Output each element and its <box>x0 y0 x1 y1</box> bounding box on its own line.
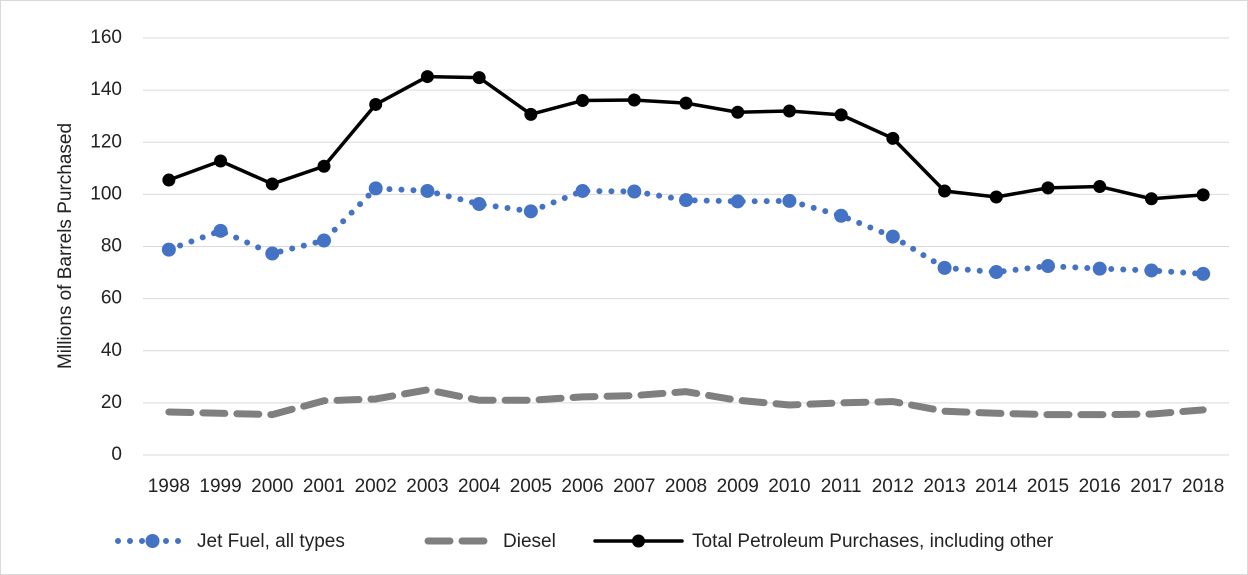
data-point <box>782 104 796 118</box>
x-tick-label: 2008 <box>665 476 707 497</box>
data-point <box>782 193 797 208</box>
x-tick-label: 2010 <box>768 476 810 497</box>
data-point <box>730 194 745 209</box>
x-tick-label: 2015 <box>1027 476 1069 497</box>
y-tick-label: 60 <box>101 288 122 309</box>
data-point <box>834 108 848 122</box>
data-point <box>162 173 176 187</box>
x-tick-label: 2001 <box>303 476 345 497</box>
data-point <box>214 154 228 168</box>
data-point <box>1093 180 1107 194</box>
y-tick-label: 40 <box>101 340 122 361</box>
x-tick-label: 2000 <box>251 476 293 497</box>
data-point <box>989 190 1003 204</box>
y-tick-label: 140 <box>90 79 122 100</box>
x-tick-label: 2018 <box>1182 476 1224 497</box>
x-tick-label: 2016 <box>1079 476 1121 497</box>
data-point <box>989 265 1004 280</box>
x-tick-label: 2012 <box>872 476 914 497</box>
y-tick-label: 160 <box>90 27 122 48</box>
data-point <box>265 177 279 191</box>
data-point <box>679 96 693 110</box>
data-point <box>1196 266 1211 281</box>
data-point <box>627 184 642 199</box>
x-tick-label: 1999 <box>199 476 241 497</box>
data-point <box>885 229 900 244</box>
legend-label: Diesel <box>503 531 556 552</box>
data-point <box>161 242 176 257</box>
series-line <box>165 386 1207 419</box>
y-tick-label: 0 <box>111 444 122 465</box>
data-point <box>834 208 849 223</box>
legend-label: Jet Fuel, all types <box>197 531 345 552</box>
data-point <box>679 193 693 208</box>
x-tick-label: 2007 <box>613 476 655 497</box>
x-tick-label: 2013 <box>923 476 965 497</box>
series-line <box>165 185 1207 277</box>
data-point <box>317 159 331 173</box>
y-tick-label: 120 <box>90 131 122 152</box>
data-point <box>213 223 228 238</box>
data-point <box>265 246 280 261</box>
data-point <box>1041 259 1055 274</box>
y-tick-label: 80 <box>101 236 122 257</box>
y-tick-label: 20 <box>101 392 122 413</box>
y-axis-label: Millions of Barrels Purchased <box>55 123 76 369</box>
data-point <box>1144 192 1158 206</box>
x-tick-label: 2017 <box>1130 476 1172 497</box>
x-tick-label: 2005 <box>510 476 552 497</box>
x-tick-label: 2002 <box>355 476 397 497</box>
data-point <box>420 70 434 84</box>
x-tick-label: 2004 <box>458 476 501 497</box>
legend-marker <box>145 534 160 548</box>
data-point <box>472 71 486 85</box>
x-tick-label: 2014 <box>975 476 1018 497</box>
data-point <box>420 183 435 198</box>
data-point <box>1092 261 1107 276</box>
data-point <box>369 97 383 111</box>
data-point <box>472 197 487 212</box>
data-point <box>368 181 383 196</box>
x-tick-label: 2009 <box>717 476 759 497</box>
legend-marker <box>632 534 645 548</box>
data-point <box>886 131 900 145</box>
data-point <box>523 204 538 219</box>
data-point <box>1196 188 1210 202</box>
x-tick-label: 2011 <box>821 476 862 497</box>
legend-label: Total Petroleum Purchases, including oth… <box>692 531 1054 552</box>
x-tick-label: 2006 <box>561 476 603 497</box>
y-tick-label: 100 <box>90 183 122 204</box>
data-point <box>524 107 538 121</box>
x-tick-label: 1998 <box>148 476 190 497</box>
data-point <box>938 184 952 198</box>
data-point <box>1041 181 1055 195</box>
data-point <box>575 183 590 198</box>
data-point <box>317 233 331 248</box>
data-point <box>937 260 952 275</box>
x-tick-label: 2003 <box>406 476 448 497</box>
data-point <box>731 105 745 119</box>
data-point <box>576 94 590 108</box>
data-point <box>627 93 641 107</box>
data-point <box>1144 263 1159 278</box>
